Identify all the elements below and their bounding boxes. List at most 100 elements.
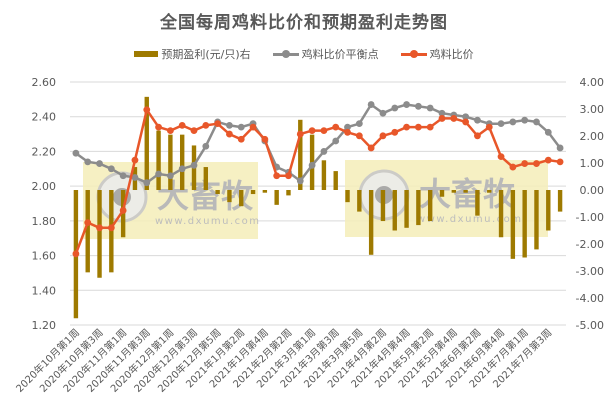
data-point-marker (367, 101, 375, 108)
profit-bar (368, 190, 374, 255)
data-point-marker (308, 161, 316, 169)
data-point-marker (556, 158, 564, 166)
data-point-marker (344, 123, 351, 131)
profit-bar (85, 190, 90, 273)
left-axis-tick: 1.40 (32, 284, 57, 297)
data-point-marker (84, 219, 92, 226)
data-point-marker (509, 163, 517, 171)
left-axis-tick: 1.20 (32, 319, 57, 332)
profit-bar (522, 190, 527, 258)
data-point-marker (414, 123, 422, 131)
chart-legend: 预期盈利(元/只)右 鸡料比价平衡点 鸡料比价 (0, 46, 608, 62)
right-axis-tick: -3.00 (576, 265, 604, 278)
data-point-marker (202, 121, 210, 129)
profit-bar (250, 190, 256, 195)
data-point-marker (178, 165, 186, 173)
data-point-marker (237, 123, 245, 131)
right-axis-tick: -2.00 (576, 238, 604, 251)
data-point-marker (379, 132, 387, 140)
data-point-marker (131, 174, 139, 181)
data-point-marker (544, 128, 552, 136)
data-point-marker (426, 123, 434, 131)
left-axis-tick: 1.80 (32, 215, 57, 228)
right-axis-tick: 4.00 (580, 76, 605, 89)
data-point-marker (438, 109, 446, 117)
right-axis-tick: 3.00 (580, 103, 605, 116)
watermark-url: www.dxumu.com (155, 216, 261, 227)
left-axis-tick: 2.20 (32, 145, 57, 158)
data-point-marker (474, 132, 481, 140)
profit-bar (427, 190, 433, 222)
data-point-marker (509, 118, 517, 126)
data-point-marker (379, 109, 387, 117)
profit-bar (345, 190, 350, 203)
line-marker-swatch-icon (272, 49, 299, 59)
watermark-url: www.dxumu.com (417, 214, 523, 225)
data-point-marker (391, 128, 399, 136)
data-point-marker (72, 250, 80, 258)
data-point-marker (521, 116, 529, 124)
left-axis-tick: 1.60 (32, 250, 57, 263)
data-point-marker (344, 128, 351, 136)
data-point-marker (367, 144, 375, 152)
profit-bar (215, 190, 220, 195)
data-point-marker (214, 120, 222, 128)
profit-bar (168, 134, 173, 190)
legend-label-breakeven: 鸡料比价平衡点 (301, 48, 379, 61)
profit-bar (274, 190, 279, 205)
profit-bar (557, 190, 563, 212)
data-point-marker (96, 160, 103, 167)
profit-bar (333, 171, 338, 190)
profit-bar (498, 190, 504, 238)
data-point-marker (155, 170, 162, 178)
data-point-marker (107, 224, 115, 232)
profit-bar (298, 119, 303, 190)
right-axis-tick: -1.00 (576, 211, 604, 224)
data-point-marker (556, 144, 564, 152)
data-point-marker (226, 121, 233, 129)
data-point-marker (320, 127, 328, 134)
data-point-marker (320, 148, 328, 155)
bar-swatch-icon (134, 51, 159, 57)
data-point-marker (131, 156, 139, 164)
data-point-marker (497, 120, 505, 128)
data-point-marker (403, 123, 410, 131)
data-point-marker (296, 177, 304, 185)
data-point-marker (332, 123, 340, 131)
legend-label-ratio: 鸡料比价 (429, 48, 474, 61)
profit-bar (321, 160, 327, 190)
profit-bar (487, 190, 492, 193)
left-axis-tick: 2.60 (32, 76, 57, 89)
profit-bar (203, 167, 209, 190)
data-point-marker (190, 161, 198, 169)
data-point-marker (107, 165, 115, 173)
profit-bar (144, 96, 149, 190)
data-point-marker (403, 101, 410, 108)
data-point-marker (166, 127, 174, 134)
right-axis-tick: 0.00 (580, 184, 605, 197)
data-point-marker (332, 137, 340, 145)
legend-item-breakeven: 鸡料比价平衡点 (272, 46, 379, 62)
profit-bar (451, 190, 457, 193)
data-point-marker (296, 130, 304, 138)
data-point-marker (426, 104, 434, 112)
profit-bar (439, 190, 445, 197)
profit-bar (463, 190, 468, 193)
profit-bar (510, 190, 516, 259)
data-point-marker (497, 153, 505, 161)
data-point-marker (285, 172, 292, 180)
profit-bar (97, 190, 102, 278)
profit-bar (262, 190, 268, 193)
profit-bar (227, 190, 232, 203)
profit-bar (475, 190, 480, 216)
data-point-marker (96, 224, 103, 232)
legend-label-profit: 预期盈利(元/只)右 (161, 48, 251, 61)
data-point-marker (474, 116, 481, 124)
data-point-marker (533, 160, 540, 167)
data-point-marker (438, 115, 446, 122)
right-axis-tick: 1.00 (580, 157, 605, 170)
profit-bar (546, 190, 551, 231)
data-point-marker (462, 118, 470, 126)
right-axis-tick: -4.00 (576, 292, 604, 305)
